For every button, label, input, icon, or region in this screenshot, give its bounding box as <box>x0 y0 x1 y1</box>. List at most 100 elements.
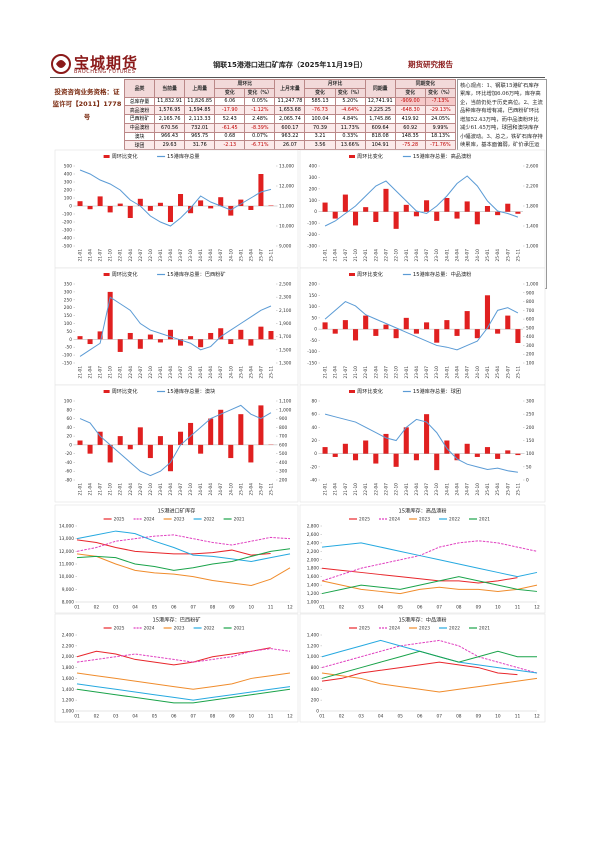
x-tick-label: 07 <box>190 714 196 720</box>
x-tick-label: 12 <box>287 714 293 720</box>
table-cell: 3.56 <box>304 140 336 150</box>
bar <box>157 202 163 206</box>
bar <box>198 339 204 348</box>
x-tick-label: 22-07 <box>383 366 389 379</box>
x-tick-label: 22-07 <box>383 483 389 496</box>
y-tick-label: 1,200 <box>62 698 75 704</box>
legend-label: 15港库存总量：中品澳粉 <box>413 270 472 278</box>
x-tick-label: 22-10 <box>394 249 400 262</box>
chart-frame <box>54 384 299 503</box>
bar <box>87 444 93 454</box>
bar <box>332 329 338 334</box>
x-tick-label: 25-04 <box>495 483 501 496</box>
bar <box>228 339 234 345</box>
header-cell: 同期量 <box>364 79 396 98</box>
line <box>321 672 538 693</box>
x-tick-label: 21-10 <box>353 366 359 379</box>
y-tick-label: 250 <box>64 297 72 303</box>
x-tick-label: 25-04 <box>495 249 501 262</box>
y-tick-label: 40 <box>67 425 73 431</box>
chart-frame <box>299 149 546 269</box>
y-tick-label: 100 <box>64 399 72 405</box>
x-tick-label: 25-01 <box>485 483 491 496</box>
line <box>324 300 519 351</box>
bar <box>505 203 511 212</box>
bar <box>474 329 480 339</box>
bar <box>87 206 93 210</box>
x-tick-label: 25-11 <box>268 366 274 379</box>
y-tick-label: 80 <box>67 407 73 413</box>
y-tick-label: 150 <box>309 293 317 299</box>
bar <box>97 196 103 206</box>
x-tick-label: 25-04 <box>248 249 254 262</box>
x-tick-label: 22-01 <box>118 249 124 262</box>
x-tick-label: 23-04 <box>168 483 174 496</box>
bar <box>178 339 184 346</box>
x-tick-label: 24-04 <box>208 366 214 379</box>
chart-title: 15港库存：高品澳粉 <box>398 507 447 515</box>
y-tick-label: 300 <box>309 175 317 181</box>
y-tick-label: 2,800 <box>307 524 320 530</box>
x-tick-label: 09 <box>229 605 235 611</box>
x-tick-label: 21-07 <box>98 483 104 496</box>
bar <box>322 202 328 212</box>
legend-label: 2021 <box>234 517 245 523</box>
y-tick-label: 200 <box>526 352 534 358</box>
y-tick-label: 0 <box>316 709 319 715</box>
legend-label: 周环比变化 <box>357 152 383 160</box>
x-tick-label: 10 <box>495 605 501 611</box>
x-tick-label: 24-07 <box>465 249 471 262</box>
y-tick-label: 9,000 <box>279 244 292 250</box>
x-tick-label: 23-01 <box>158 249 164 262</box>
bar <box>515 453 521 456</box>
y-tick-label: 2,000 <box>62 654 75 660</box>
bar <box>454 211 460 219</box>
x-tick-label: 24-04 <box>455 366 461 379</box>
legend-label: 2024 <box>389 626 400 632</box>
chart-frame <box>54 267 299 386</box>
x-tick-label: 04 <box>378 714 384 720</box>
x-tick-label: 11 <box>515 605 521 611</box>
line <box>79 404 272 477</box>
y-tick-label: 0 <box>69 337 72 343</box>
bar <box>495 329 501 334</box>
line <box>321 540 538 582</box>
table-cell: 104.91 <box>364 140 396 150</box>
y-tick-label: 1,900 <box>279 321 292 327</box>
x-tick-label: 25-01 <box>485 366 491 379</box>
bar <box>268 331 274 340</box>
line <box>76 683 291 701</box>
x-tick-label: 23-01 <box>404 249 410 262</box>
y-tick-label: 2,300 <box>279 295 292 301</box>
x-tick-label: 09 <box>476 605 482 611</box>
y-tick-label: -200 <box>62 220 72 226</box>
x-tick-label: 02 <box>339 605 345 611</box>
y-tick-label: 250 <box>526 412 534 418</box>
bar <box>218 328 224 340</box>
bar <box>208 418 214 445</box>
x-tick-label: 25-11 <box>515 483 521 496</box>
y-tick-label: 14,000 <box>59 524 74 530</box>
table-cell: -6.71% <box>244 140 276 150</box>
x-tick-label: 23-10 <box>188 483 194 496</box>
line <box>76 539 271 556</box>
x-tick-label: 24-01 <box>444 483 450 496</box>
x-tick-label: 21-10 <box>108 483 114 496</box>
y-tick-label: 2,500 <box>279 282 292 288</box>
y-tick-label: -50 <box>310 338 317 344</box>
x-tick-label: 11 <box>268 714 274 720</box>
x-tick-label: 05 <box>152 605 158 611</box>
bar <box>505 450 511 454</box>
x-tick-label: 23-10 <box>434 366 440 379</box>
x-tick-label: 21-07 <box>98 366 104 379</box>
bar <box>342 320 348 330</box>
legend-label: 2025 <box>359 517 370 523</box>
bar <box>454 453 460 461</box>
x-tick-label: 24-04 <box>455 249 461 262</box>
y-tick-label: 1,800 <box>62 665 75 671</box>
x-tick-label: 22-10 <box>148 366 154 379</box>
bar <box>228 444 234 459</box>
y-tick-label: 1,500 <box>279 347 292 353</box>
y-tick-label: 2,400 <box>62 633 75 639</box>
